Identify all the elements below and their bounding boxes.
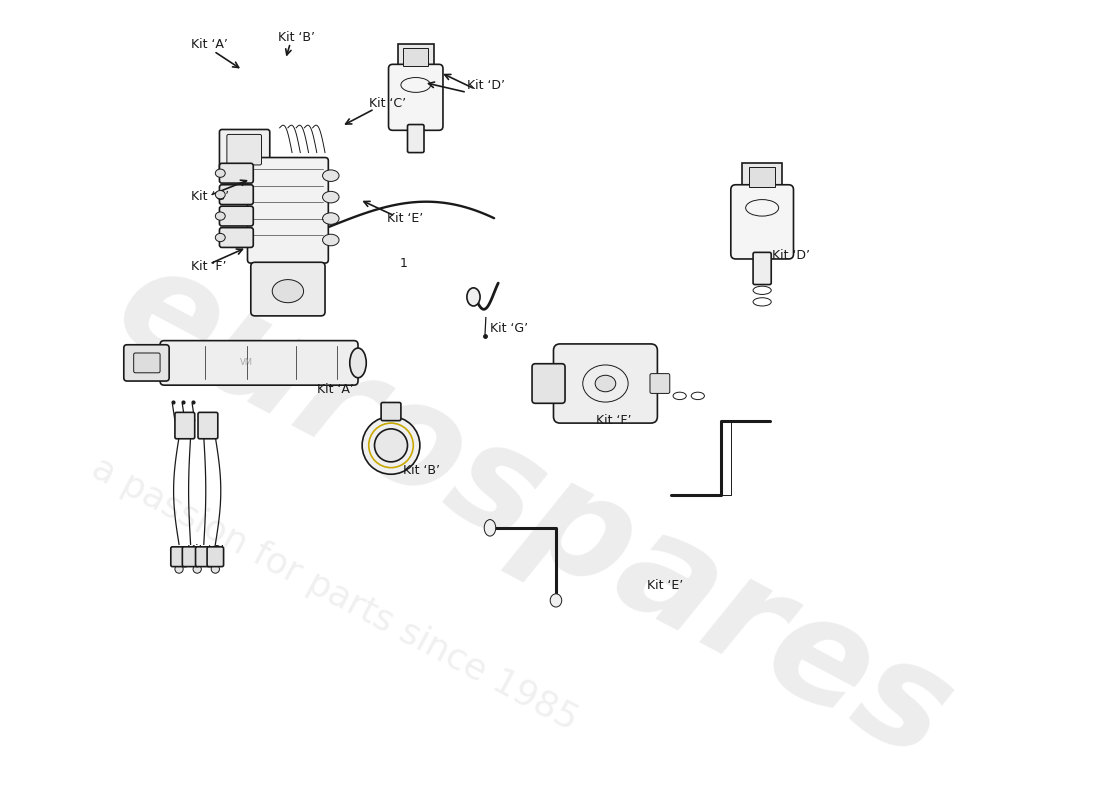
Ellipse shape (216, 190, 225, 198)
Ellipse shape (484, 519, 496, 536)
FancyBboxPatch shape (754, 252, 771, 285)
Ellipse shape (322, 191, 339, 203)
Circle shape (211, 565, 220, 574)
Text: Kit ‘A’: Kit ‘A’ (191, 38, 229, 51)
Text: Kit ‘D’: Kit ‘D’ (772, 249, 810, 262)
FancyBboxPatch shape (220, 163, 253, 183)
FancyBboxPatch shape (198, 412, 218, 438)
Text: Kit ‘C’: Kit ‘C’ (187, 545, 224, 558)
FancyBboxPatch shape (749, 167, 775, 187)
FancyBboxPatch shape (730, 185, 793, 259)
Text: Kit ‘G’: Kit ‘G’ (490, 322, 528, 334)
FancyBboxPatch shape (248, 158, 328, 263)
Circle shape (175, 565, 184, 574)
Circle shape (194, 565, 201, 574)
Text: Kit ‘E’: Kit ‘E’ (387, 212, 424, 225)
FancyBboxPatch shape (220, 228, 253, 247)
FancyBboxPatch shape (404, 48, 428, 66)
FancyBboxPatch shape (227, 134, 262, 165)
Ellipse shape (595, 375, 616, 392)
Text: Kit ‘E’: Kit ‘E’ (647, 579, 683, 592)
Ellipse shape (272, 279, 304, 302)
FancyBboxPatch shape (388, 64, 443, 130)
FancyBboxPatch shape (207, 547, 223, 566)
FancyBboxPatch shape (134, 353, 161, 373)
FancyBboxPatch shape (220, 130, 270, 171)
Text: a passion for parts since 1985: a passion for parts since 1985 (86, 450, 583, 737)
Ellipse shape (350, 348, 366, 378)
Text: Kit ‘F’: Kit ‘F’ (595, 414, 631, 427)
FancyBboxPatch shape (170, 547, 187, 566)
Text: Kit ‘B’: Kit ‘B’ (404, 464, 440, 477)
FancyBboxPatch shape (220, 206, 253, 226)
Text: eurospares: eurospares (95, 233, 975, 790)
Ellipse shape (322, 170, 339, 182)
Text: Kit ‘C’: Kit ‘C’ (368, 97, 406, 110)
Text: Kit ‘D’: Kit ‘D’ (466, 79, 505, 92)
FancyBboxPatch shape (183, 547, 199, 566)
FancyBboxPatch shape (251, 262, 324, 316)
Ellipse shape (466, 288, 480, 306)
FancyBboxPatch shape (742, 163, 782, 191)
Ellipse shape (322, 213, 339, 224)
FancyBboxPatch shape (650, 374, 670, 394)
Ellipse shape (322, 234, 339, 246)
Text: Kit ‘G’: Kit ‘G’ (191, 190, 230, 202)
Circle shape (362, 417, 420, 474)
Text: VM: VM (240, 358, 253, 367)
Ellipse shape (216, 169, 225, 178)
FancyBboxPatch shape (124, 345, 169, 381)
FancyBboxPatch shape (161, 341, 358, 385)
FancyBboxPatch shape (397, 44, 433, 70)
FancyBboxPatch shape (553, 344, 658, 423)
FancyBboxPatch shape (381, 402, 400, 421)
Ellipse shape (550, 594, 562, 607)
Text: 1: 1 (399, 258, 407, 270)
Ellipse shape (216, 234, 225, 242)
Text: Kit ‘B’: Kit ‘B’ (278, 30, 315, 44)
FancyBboxPatch shape (196, 547, 212, 566)
FancyBboxPatch shape (407, 125, 424, 153)
Ellipse shape (216, 212, 225, 220)
FancyBboxPatch shape (220, 185, 253, 205)
Text: Kit ‘A’: Kit ‘A’ (317, 382, 354, 396)
Text: Kit ‘F’: Kit ‘F’ (191, 260, 227, 273)
FancyBboxPatch shape (532, 364, 565, 403)
Circle shape (374, 429, 407, 462)
FancyBboxPatch shape (175, 412, 195, 438)
